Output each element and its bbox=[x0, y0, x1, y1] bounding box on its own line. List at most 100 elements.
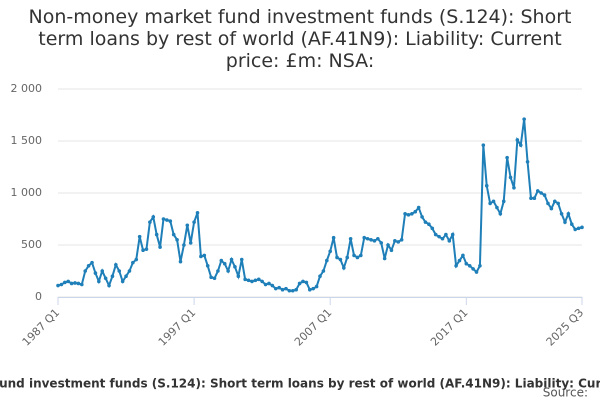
point bbox=[484, 183, 489, 188]
point bbox=[131, 260, 135, 265]
point bbox=[80, 282, 84, 287]
point bbox=[396, 240, 401, 244]
x-tick-label: 2025 Q3 bbox=[544, 306, 587, 349]
point bbox=[134, 257, 139, 262]
x-tick-label: 2007 Q1 bbox=[292, 306, 335, 349]
point bbox=[120, 279, 125, 284]
point bbox=[321, 269, 326, 273]
point bbox=[508, 175, 513, 180]
point bbox=[63, 280, 67, 285]
point bbox=[559, 212, 564, 216]
point bbox=[566, 212, 571, 216]
y-tick-label: 1 000 bbox=[11, 186, 43, 199]
point bbox=[93, 271, 98, 275]
point bbox=[304, 280, 309, 285]
point bbox=[379, 241, 384, 245]
y-tick-label: 1 500 bbox=[11, 134, 43, 147]
point bbox=[260, 279, 264, 284]
point bbox=[222, 261, 227, 266]
point bbox=[168, 219, 173, 223]
point bbox=[273, 286, 278, 291]
point bbox=[328, 249, 333, 254]
point bbox=[386, 243, 390, 247]
point bbox=[348, 236, 353, 241]
point bbox=[226, 269, 230, 273]
point bbox=[413, 209, 418, 214]
point bbox=[137, 234, 142, 239]
point bbox=[437, 234, 441, 239]
point bbox=[342, 266, 346, 270]
point bbox=[416, 205, 421, 210]
point bbox=[314, 284, 319, 289]
point bbox=[498, 212, 503, 216]
point bbox=[233, 265, 237, 269]
point bbox=[154, 232, 159, 237]
point bbox=[86, 264, 91, 268]
point bbox=[365, 236, 370, 241]
point bbox=[433, 232, 438, 237]
legend-entry: Non-money market fund investment funds (… bbox=[0, 377, 600, 391]
point bbox=[69, 281, 74, 286]
point bbox=[256, 277, 261, 282]
point bbox=[97, 279, 101, 284]
point bbox=[239, 257, 244, 262]
point bbox=[110, 274, 115, 279]
point bbox=[552, 199, 557, 204]
point bbox=[216, 269, 220, 273]
point bbox=[515, 138, 520, 142]
point bbox=[535, 189, 540, 193]
point bbox=[114, 262, 118, 267]
point bbox=[202, 253, 207, 258]
x-tick-label: 1987 Q1 bbox=[20, 306, 63, 349]
point bbox=[542, 193, 547, 197]
point bbox=[66, 279, 71, 284]
point bbox=[352, 253, 356, 258]
point bbox=[410, 212, 414, 216]
point bbox=[246, 278, 251, 283]
point bbox=[525, 160, 530, 164]
point bbox=[478, 264, 482, 268]
point bbox=[529, 196, 533, 200]
point bbox=[447, 239, 452, 243]
point bbox=[518, 143, 523, 147]
chart-title: Non-money market fund investment funds (… bbox=[28, 6, 572, 72]
point bbox=[165, 218, 169, 222]
y-tick-label: 2 000 bbox=[11, 82, 43, 95]
point bbox=[209, 275, 213, 280]
point bbox=[73, 281, 77, 285]
point bbox=[188, 241, 193, 245]
point bbox=[103, 276, 108, 281]
point bbox=[355, 255, 360, 260]
point bbox=[403, 212, 407, 216]
point bbox=[59, 282, 64, 287]
point bbox=[280, 287, 285, 292]
point bbox=[219, 258, 224, 263]
point bbox=[236, 274, 241, 279]
point bbox=[311, 286, 315, 291]
point bbox=[107, 283, 111, 288]
point bbox=[151, 215, 156, 219]
point bbox=[474, 270, 479, 274]
point bbox=[335, 255, 339, 260]
point bbox=[144, 247, 149, 251]
point bbox=[175, 238, 179, 242]
point bbox=[307, 287, 312, 292]
point bbox=[393, 239, 397, 243]
point bbox=[549, 206, 554, 211]
point bbox=[338, 257, 343, 262]
line bbox=[57, 119, 583, 292]
point bbox=[512, 186, 516, 190]
point bbox=[178, 259, 183, 264]
point bbox=[253, 278, 258, 283]
point bbox=[539, 191, 543, 195]
point bbox=[284, 286, 288, 291]
point bbox=[389, 248, 394, 252]
point bbox=[277, 285, 281, 290]
point bbox=[576, 226, 581, 231]
point bbox=[359, 253, 363, 258]
point bbox=[124, 274, 128, 279]
point bbox=[158, 245, 162, 249]
point bbox=[205, 264, 210, 268]
point bbox=[522, 117, 526, 121]
